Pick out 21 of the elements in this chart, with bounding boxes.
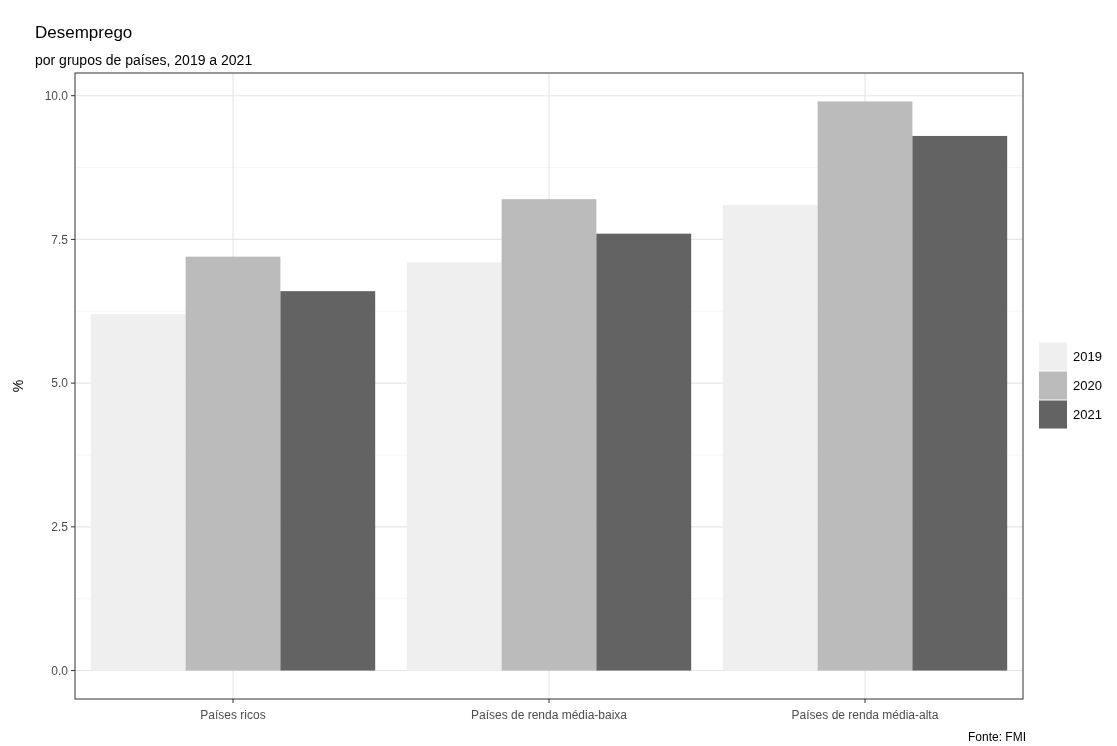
bar: [280, 291, 376, 671]
x-tick-label: Países ricos: [200, 708, 266, 722]
bar: [912, 135, 1008, 671]
legend-label: 2019: [1073, 349, 1102, 365]
legend-label: 2021: [1073, 407, 1102, 423]
bar: [185, 256, 281, 671]
y-tick-label: 7.5: [51, 232, 69, 247]
bar: [501, 199, 597, 671]
x-tick-label: Países de renda média-alta: [791, 708, 939, 722]
chart-subtitle: por grupos de países, 2019 a 2021: [35, 52, 253, 68]
source-note: Fonte: FMI: [967, 730, 1026, 744]
y-tick-label: 10.0: [44, 88, 69, 103]
chart-title: Desemprego: [35, 23, 133, 42]
legend-label: 2020: [1073, 378, 1102, 394]
y-axis-title: %: [10, 379, 26, 393]
x-tick-label: Países de renda média-baixa: [470, 708, 628, 722]
bar: [596, 233, 692, 671]
bar: [817, 101, 913, 671]
y-tick-label: 5.0: [51, 376, 69, 391]
y-tick-label: 2.5: [51, 520, 69, 535]
y-tick-label: 0.0: [51, 663, 69, 678]
